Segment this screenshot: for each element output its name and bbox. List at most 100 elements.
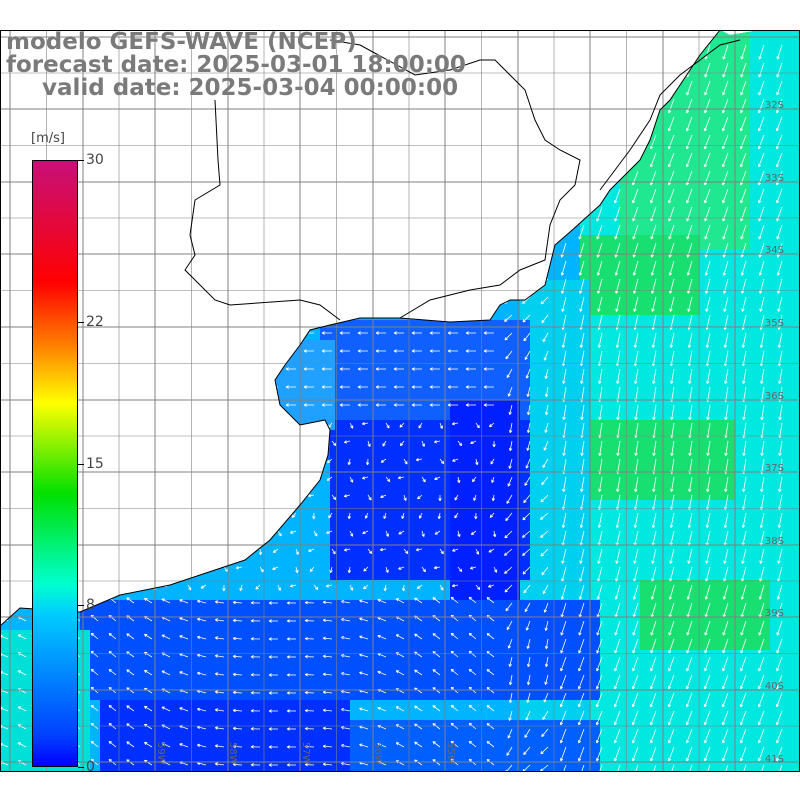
wind-arrow xyxy=(457,530,461,538)
wind-arrow xyxy=(597,296,603,312)
wind-arrow xyxy=(399,440,405,447)
wind-arrow xyxy=(357,223,368,227)
wind-arrow xyxy=(758,584,765,600)
wind-arrow xyxy=(507,224,513,235)
wind-arrow xyxy=(777,296,783,312)
wind-arrow xyxy=(596,242,603,258)
wind-arrow xyxy=(454,512,459,519)
wind-arrow xyxy=(312,476,316,484)
wind-arrow xyxy=(2,350,9,354)
wind-arrow xyxy=(94,584,99,591)
wind-arrow xyxy=(541,728,549,738)
wind-arrow xyxy=(491,476,495,483)
wind-arrow xyxy=(650,62,657,78)
wind-arrow xyxy=(739,710,747,726)
wind-arrow xyxy=(150,566,155,574)
wind-arrow xyxy=(232,690,243,695)
wind-arrow xyxy=(504,332,513,341)
wind-arrow xyxy=(670,476,675,493)
wind-arrow xyxy=(290,530,297,534)
wind-arrow xyxy=(447,385,458,389)
wind-arrow xyxy=(470,530,477,536)
wind-arrow xyxy=(490,458,495,465)
wind-arrow xyxy=(483,295,494,299)
wind-arrow xyxy=(483,43,494,47)
wind-arrow xyxy=(526,440,531,451)
wind-arrow xyxy=(633,512,639,528)
wind-arrow xyxy=(705,278,711,294)
wind-arrow xyxy=(131,278,135,286)
wind-arrow xyxy=(596,224,603,240)
wind-arrow xyxy=(649,692,657,708)
wind-arrow xyxy=(218,368,225,373)
wind-arrow xyxy=(375,205,386,209)
wind-arrow xyxy=(397,475,405,480)
wind-arrow xyxy=(631,728,639,744)
wind-arrow xyxy=(232,726,243,731)
wind-arrow xyxy=(429,169,440,173)
wind-arrow xyxy=(447,151,458,155)
wind-arrow xyxy=(238,314,243,321)
wind-arrow xyxy=(542,80,549,91)
wind-arrow xyxy=(286,763,297,767)
title-forecast-date: forecast date: 2025-03-01 18:00:00 xyxy=(6,52,466,78)
title-model: modelo GEFS-WAVE (NCEP) xyxy=(6,29,357,55)
wind-arrow xyxy=(367,494,372,501)
wind-arrow xyxy=(526,656,531,668)
wind-arrow xyxy=(214,636,225,640)
wind-arrow xyxy=(365,458,370,466)
wind-arrow xyxy=(331,494,337,501)
wind-arrow xyxy=(393,223,404,227)
wind-arrow xyxy=(268,727,279,731)
wind-arrow xyxy=(631,674,639,690)
wind-arrow xyxy=(4,98,9,105)
wind-arrow xyxy=(465,97,476,101)
wind-arrow xyxy=(268,601,279,605)
wind-arrow xyxy=(706,368,711,385)
wind-arrow xyxy=(776,188,783,204)
wind-arrow xyxy=(393,133,404,137)
wind-arrow xyxy=(595,710,603,726)
wind-arrow xyxy=(465,187,476,191)
wind-arrow xyxy=(741,332,747,348)
wind-arrow xyxy=(632,746,639,762)
wind-arrow xyxy=(131,134,136,142)
wind-arrow xyxy=(145,277,153,282)
wind-arrow xyxy=(488,422,495,428)
sea-plata-inner xyxy=(200,265,310,305)
wind-arrow xyxy=(540,494,549,503)
wind-arrow xyxy=(417,494,423,500)
wind-arrow xyxy=(375,187,386,191)
wind-arrow xyxy=(739,692,747,708)
wind-arrow xyxy=(109,205,117,210)
wind-arrow xyxy=(447,277,458,281)
wind-arrow xyxy=(357,385,368,389)
wind-arrow xyxy=(596,638,603,654)
wind-arrow xyxy=(146,134,153,140)
wind-arrow xyxy=(343,440,351,444)
wind-arrow xyxy=(241,296,246,303)
wind-arrow xyxy=(483,349,494,353)
longitude-label: 58W xyxy=(227,742,238,765)
wind-arrow xyxy=(740,620,747,636)
wind-arrow xyxy=(434,476,441,481)
wind-arrow xyxy=(259,116,263,123)
wind-arrow xyxy=(560,620,567,636)
wind-arrow xyxy=(108,632,117,640)
wind-arrow xyxy=(146,386,153,391)
wind-arrow xyxy=(723,512,729,528)
wind-arrow xyxy=(522,62,531,71)
wind-arrow xyxy=(25,512,31,519)
wind-arrow xyxy=(339,205,350,209)
wind-arrow xyxy=(393,115,404,119)
wind-arrow xyxy=(393,295,404,299)
wind-arrow xyxy=(304,636,315,641)
wind-arrow xyxy=(685,728,693,744)
wind-arrow xyxy=(686,656,693,672)
wind-arrow xyxy=(544,422,549,433)
latitude-label: 38S xyxy=(764,536,784,547)
wind-arrow xyxy=(775,170,783,186)
wind-arrow xyxy=(757,674,765,690)
wind-arrow xyxy=(96,296,100,304)
wind-arrow xyxy=(616,404,621,421)
